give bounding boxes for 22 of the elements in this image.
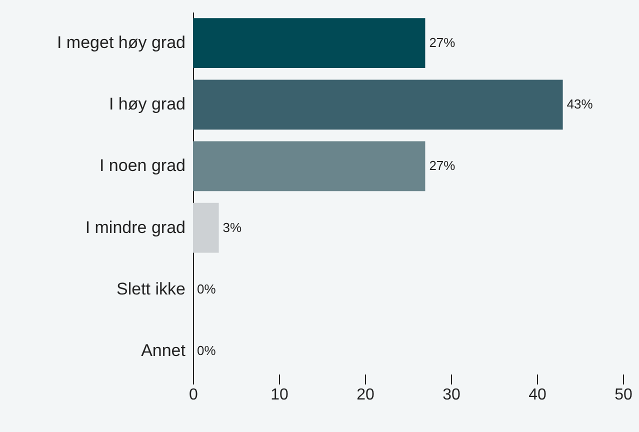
data-label: 0% — [197, 281, 216, 296]
data-label: 43% — [566, 96, 594, 112]
x-tick-label: 10 — [270, 386, 288, 404]
x-tick-label: 20 — [356, 386, 374, 404]
bar — [193, 202, 219, 253]
data-label: 0% — [197, 342, 216, 358]
x-tick-label: 40 — [528, 386, 546, 404]
bar — [193, 80, 563, 130]
y-tick-label: I noen grad — [99, 156, 186, 176]
y-tick-label: I mindre grad — [85, 218, 186, 237]
x-tick-label: 50 — [614, 386, 632, 404]
data-label: 3% — [222, 220, 242, 235]
data-label: 27% — [429, 35, 456, 50]
bar — [193, 141, 426, 192]
x-tick-label: 30 — [442, 386, 460, 404]
bar — [193, 18, 426, 68]
y-tick-label: Slett ikke — [116, 279, 186, 298]
data-label: 27% — [429, 158, 456, 174]
y-tick-label: Annet — [141, 340, 186, 360]
y-tick-label: I høy grad — [108, 94, 186, 114]
y-tick-label: I meget høy grad — [56, 33, 186, 52]
x-tick-label: 0 — [189, 386, 198, 404]
